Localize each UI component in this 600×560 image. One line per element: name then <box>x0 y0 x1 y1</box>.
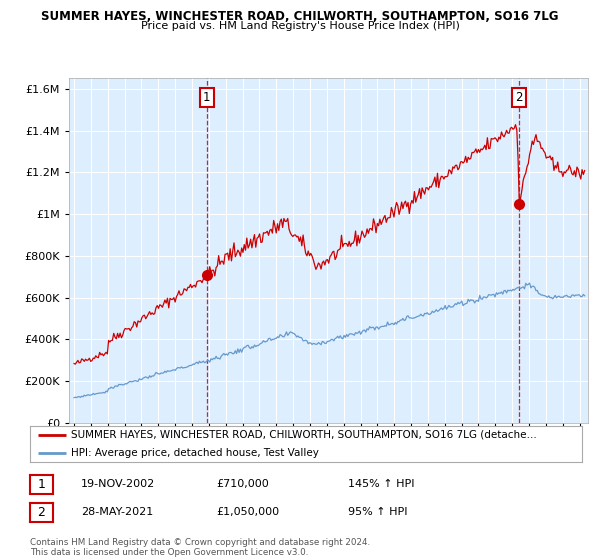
Text: SUMMER HAYES, WINCHESTER ROAD, CHILWORTH, SOUTHAMPTON, SO16 7LG: SUMMER HAYES, WINCHESTER ROAD, CHILWORTH… <box>41 10 559 23</box>
Text: SUMMER HAYES, WINCHESTER ROAD, CHILWORTH, SOUTHAMPTON, SO16 7LG (detache…: SUMMER HAYES, WINCHESTER ROAD, CHILWORTH… <box>71 430 537 440</box>
Text: HPI: Average price, detached house, Test Valley: HPI: Average price, detached house, Test… <box>71 448 319 458</box>
Text: £710,000: £710,000 <box>216 479 269 489</box>
Text: 145% ↑ HPI: 145% ↑ HPI <box>348 479 415 489</box>
Text: 2: 2 <box>515 91 523 104</box>
Text: Price paid vs. HM Land Registry's House Price Index (HPI): Price paid vs. HM Land Registry's House … <box>140 21 460 31</box>
Text: £1,050,000: £1,050,000 <box>216 507 279 517</box>
Text: 28-MAY-2021: 28-MAY-2021 <box>81 507 153 517</box>
Text: 1: 1 <box>203 91 211 104</box>
Text: 95% ↑ HPI: 95% ↑ HPI <box>348 507 407 517</box>
Text: 2: 2 <box>37 506 46 519</box>
Text: 19-NOV-2002: 19-NOV-2002 <box>81 479 155 489</box>
Text: 1: 1 <box>37 478 46 491</box>
Text: Contains HM Land Registry data © Crown copyright and database right 2024.
This d: Contains HM Land Registry data © Crown c… <box>30 538 370 557</box>
